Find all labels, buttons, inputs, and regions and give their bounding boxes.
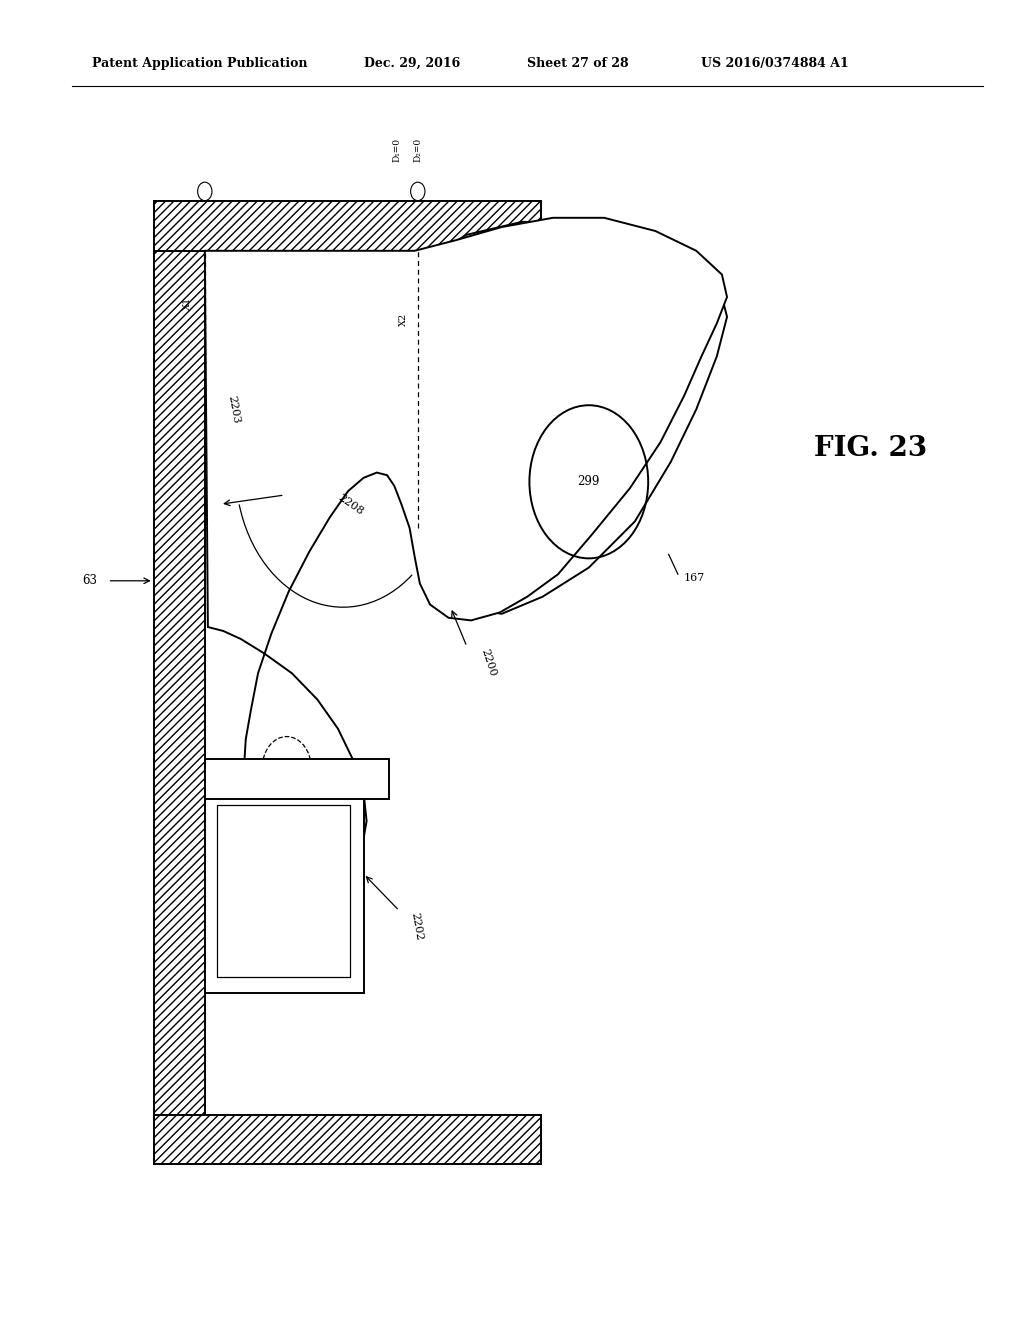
Text: 299: 299 (578, 475, 600, 488)
Text: 2203: 2203 (226, 395, 241, 424)
Bar (205, 759, 389, 799)
Text: D₁=0: D₁=0 (393, 139, 401, 162)
Text: X2: X2 (399, 313, 408, 326)
Bar (205, 788, 364, 993)
Bar (154, 201, 541, 251)
Bar (154, 1115, 541, 1164)
Text: Sheet 27 of 28: Sheet 27 of 28 (527, 57, 629, 70)
Circle shape (411, 182, 425, 201)
Bar (154, 201, 205, 1164)
Polygon shape (418, 222, 727, 614)
Bar (154, 1115, 541, 1164)
Text: 2202: 2202 (410, 912, 424, 941)
Text: 2208: 2208 (336, 492, 365, 516)
Text: FIG. 23: FIG. 23 (814, 436, 927, 462)
Text: US 2016/0374884 A1: US 2016/0374884 A1 (701, 57, 849, 70)
Text: 63: 63 (83, 574, 97, 587)
Bar (154, 201, 205, 1164)
Bar (217, 805, 350, 977)
Text: Dec. 29, 2016: Dec. 29, 2016 (364, 57, 460, 70)
Text: Patent Application Publication: Patent Application Publication (92, 57, 307, 70)
Text: 167: 167 (684, 573, 706, 583)
Text: X1: X1 (183, 297, 191, 310)
Bar (154, 201, 541, 251)
Circle shape (198, 182, 212, 201)
Text: 2200: 2200 (479, 648, 498, 677)
Polygon shape (205, 218, 727, 891)
Text: D₂=0: D₂=0 (414, 139, 422, 162)
